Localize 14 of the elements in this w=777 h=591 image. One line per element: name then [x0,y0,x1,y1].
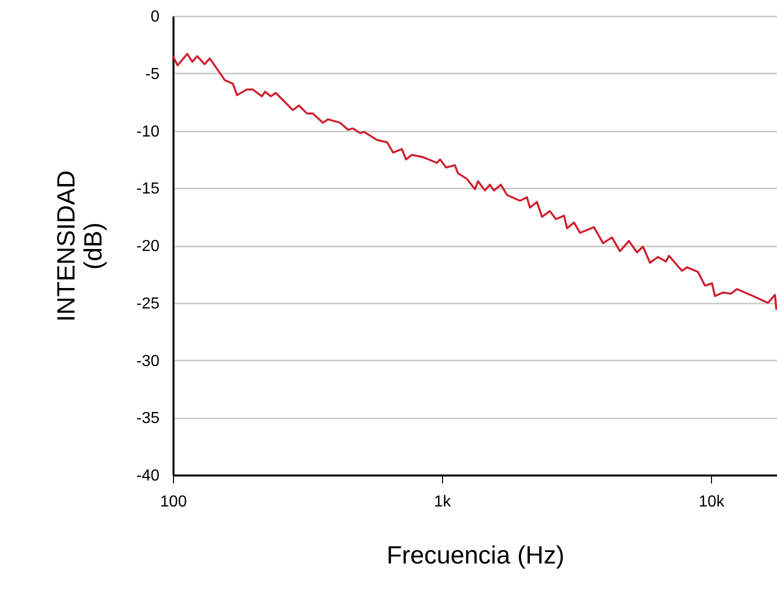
x-tick-label: 100 [160,494,187,510]
y-tick-label: -10 [136,123,160,140]
x-tick-label: 10k [698,494,726,510]
y-axis-title: INTENSIDAD (dB) [52,170,108,322]
y-tick-label: -25 [136,295,160,312]
y-tick-label: -5 [145,66,160,83]
y-tick-label: -35 [136,410,160,428]
y-tick-label: -30 [136,352,160,370]
y-tick-label: -40 [136,468,160,484]
x-tick-label: 1k [434,494,452,510]
y-tick-label: 0 [150,8,160,26]
y-tick-label: -15 [136,180,160,198]
x-axis-title: Frecuencia (Hz) [386,542,564,570]
y-tick-label: -20 [136,238,160,255]
